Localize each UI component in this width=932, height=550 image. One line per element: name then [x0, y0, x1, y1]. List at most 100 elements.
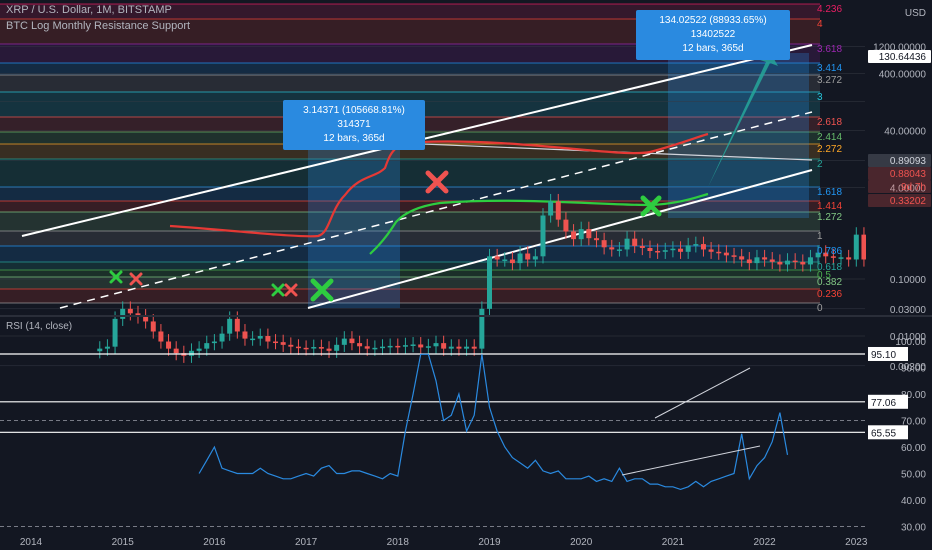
candle-body: [334, 344, 340, 351]
candle-body: [418, 344, 424, 348]
candle-body: [441, 343, 447, 349]
time-tick-label: 2014: [20, 537, 43, 548]
candle-body: [211, 341, 217, 344]
candle-body: [785, 260, 791, 265]
candle-body: [280, 342, 286, 345]
candle-body: [196, 348, 202, 351]
candle-body: [227, 318, 233, 334]
candle-body: [563, 219, 569, 232]
rsi-tick-label: 80.00: [901, 390, 926, 401]
fib-level-label: 0.618: [817, 262, 842, 273]
fib-level-label: 4.236: [817, 4, 842, 15]
fib-band: [0, 277, 820, 289]
price-label: 0.88043: [890, 169, 927, 180]
fib-level-label: 0.236: [817, 289, 842, 300]
candle-body: [800, 261, 806, 265]
price-tick-label: 0.10000: [890, 275, 927, 286]
candle-body: [265, 336, 271, 342]
rsi-level-label: 65.55: [871, 428, 896, 439]
rsi-tick-label: 40.00: [901, 496, 926, 507]
measure-zone-2: [668, 53, 809, 218]
price-label-box: [868, 154, 931, 167]
candle-body: [502, 259, 508, 261]
time-tick-label: 2021: [662, 537, 685, 548]
candle-body: [372, 347, 378, 350]
candle-body: [754, 257, 760, 264]
rsi-tick-label: 90.00: [901, 364, 926, 375]
candle-body: [120, 308, 126, 319]
price-tick-label: 0.03000: [890, 305, 927, 316]
candle-body: [487, 256, 492, 309]
candle-body: [769, 259, 775, 262]
fib-level-label: 0.786: [817, 246, 842, 257]
fib-level-label: 3.618: [817, 44, 842, 55]
candle-body: [204, 343, 210, 349]
measure-tooltip-2-line2: 12 bars, 365d: [682, 43, 744, 54]
time-axis: 2014 2015 2016 2017 2018 2019 2020 2021 2022 2023: [20, 537, 868, 548]
candle-body: [112, 318, 118, 347]
candle-body: [762, 257, 768, 260]
price-tick-label: 0.00300: [890, 362, 927, 373]
candle-body: [708, 249, 714, 252]
price-label-box: [868, 194, 931, 207]
time-tick-label: 2019: [478, 537, 501, 548]
candle-body: [410, 344, 416, 346]
candle-body: [250, 338, 256, 341]
candle-body: [670, 248, 676, 251]
signal-mark: [284, 283, 298, 297]
fib-band: [0, 246, 820, 262]
rsi-resistance-trend: [654, 367, 751, 419]
signal-mark: [425, 170, 449, 194]
price-unit-label: USD: [905, 8, 926, 19]
candle-body: [357, 343, 363, 347]
candle-body: [494, 256, 500, 260]
candle-body: [578, 229, 584, 240]
candle-body: [861, 234, 867, 260]
rsi-tick-label: 60.00: [901, 443, 926, 454]
rsi-support-trend: [621, 445, 761, 476]
time-tick-label: 2022: [753, 537, 776, 548]
candle-body: [234, 318, 240, 332]
candle-body: [295, 346, 301, 349]
measure-tooltip-2-line1: 134.02522 (88933.65%) 13402522: [659, 15, 767, 40]
candle-body: [716, 251, 722, 254]
candle-body: [150, 321, 156, 332]
candle-body: [219, 333, 225, 342]
price-label-box: [868, 50, 931, 63]
fib-band: [0, 262, 820, 270]
fib-level-label: 0: [817, 303, 823, 314]
fib-level-label: 1: [817, 231, 823, 242]
signal-marks: [109, 170, 662, 302]
fib-level-label: 3.414: [817, 63, 842, 74]
candle-body: [731, 255, 737, 257]
signal-mark: [310, 278, 334, 302]
price-tick-label: 0.01000: [890, 332, 927, 343]
candle-body: [456, 346, 462, 349]
fib-level-label: 3: [817, 92, 823, 103]
candle-body: [273, 341, 279, 344]
measure-tooltip-1-line2: 12 bars, 365d: [323, 133, 385, 144]
candle-body: [479, 308, 485, 349]
fib-level-label: 3.272: [817, 75, 842, 86]
rsi-level-box: [868, 346, 908, 361]
signal-mark: [109, 270, 123, 284]
candle-body: [395, 345, 401, 348]
candle-body: [723, 252, 729, 256]
fib-level-label: 4: [817, 19, 823, 30]
candle-body: [609, 247, 615, 250]
rsi-tick-label: 30.00: [901, 523, 926, 534]
fib-level-label: 1.272: [817, 212, 842, 223]
rsi-title: RSI (14, close): [6, 321, 73, 332]
signal-mark: [271, 283, 285, 297]
price-label: 130.64436: [879, 52, 927, 63]
candle-body: [188, 350, 194, 356]
candle-body: [586, 229, 592, 239]
candle-body: [838, 257, 844, 259]
candle-body: [326, 348, 332, 351]
candle-body: [303, 347, 309, 350]
measure-tooltip-1: 3.14371 (105668.81%) 314371 12 bars, 365…: [283, 100, 425, 150]
candle-body: [830, 256, 836, 258]
price-axis: 1200.00000400.0000040.0000012.000004.000…: [866, 0, 932, 373]
fib-level-label: 2.414: [817, 132, 842, 143]
candle-body: [135, 313, 141, 317]
